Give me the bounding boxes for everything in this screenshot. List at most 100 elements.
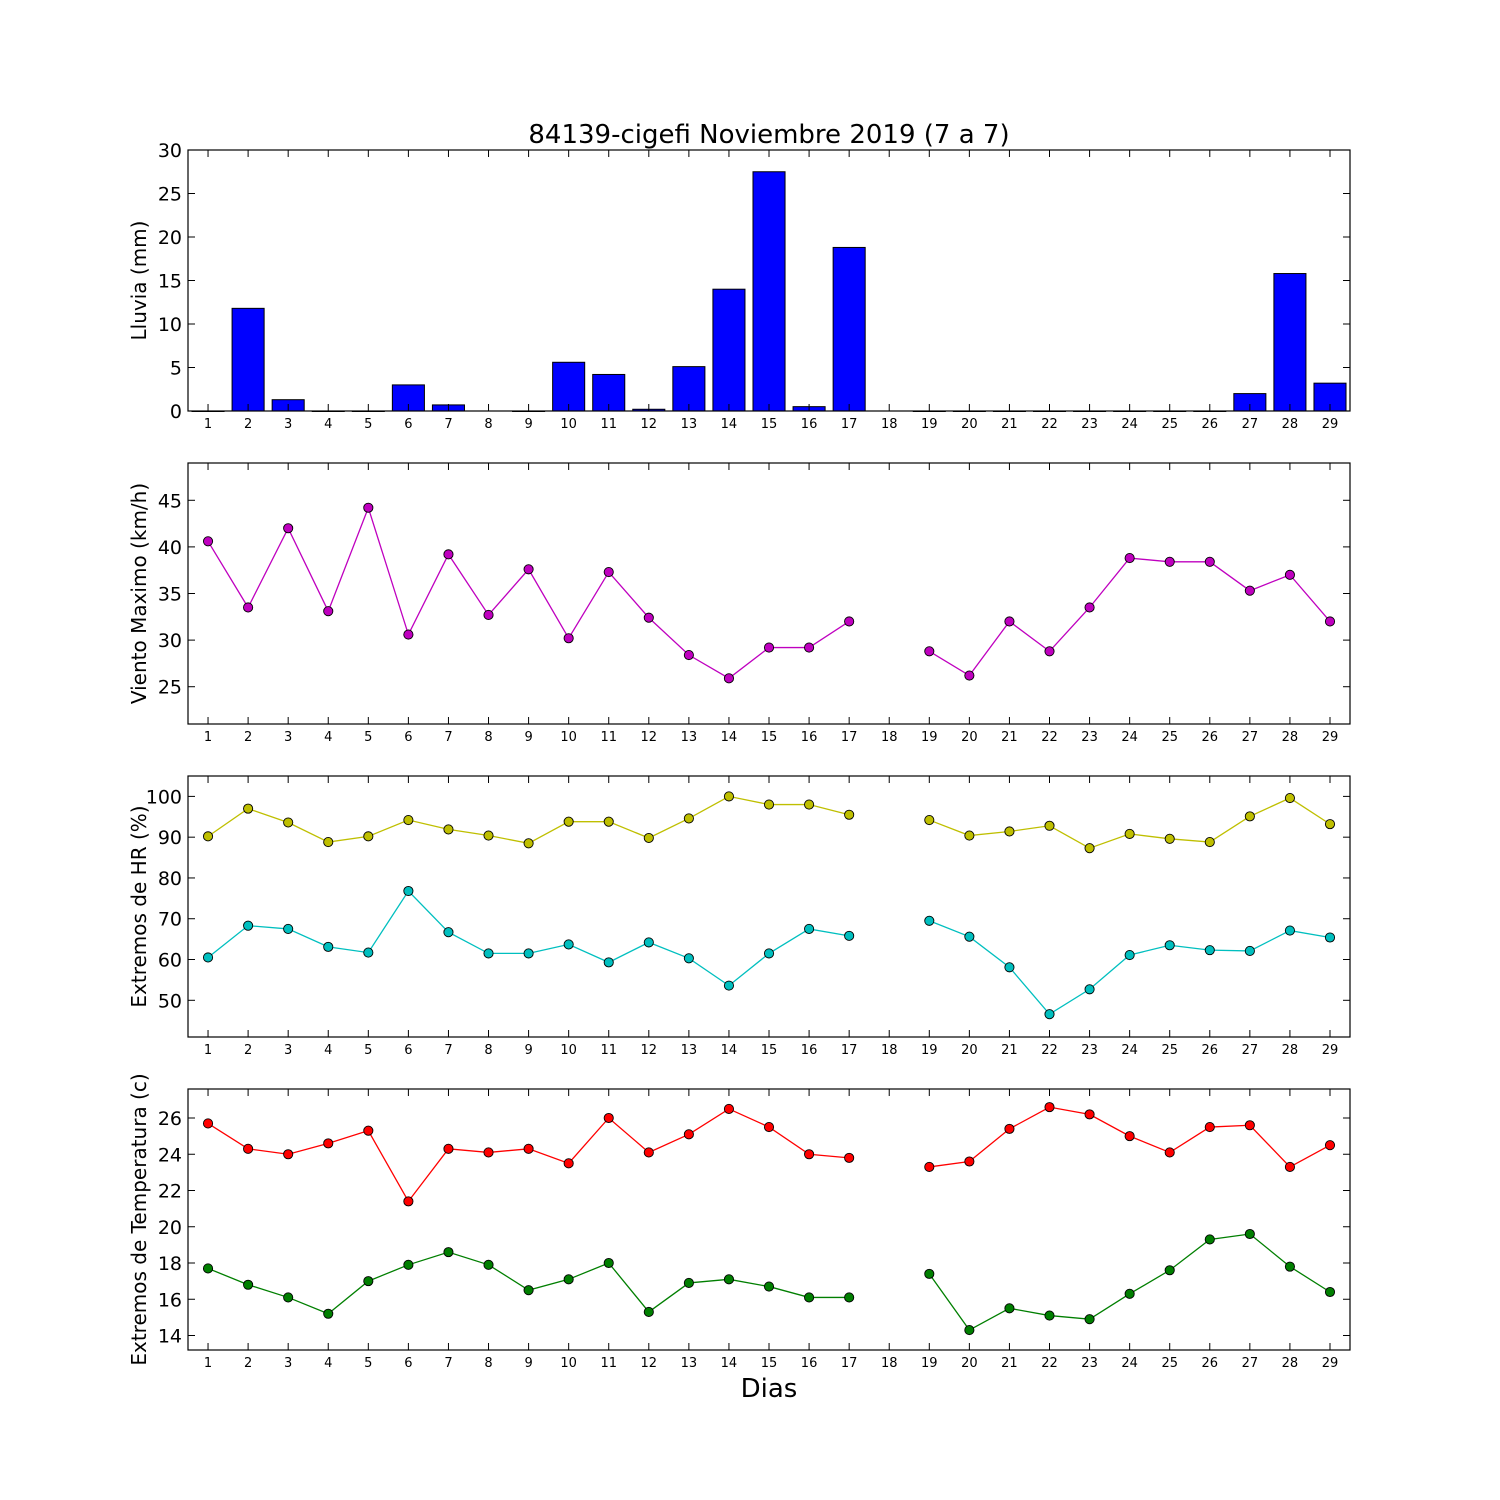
point-humidity-1-day-6: [403, 885, 414, 897]
point-temperature-0-day-13: [683, 1129, 694, 1140]
max-wind-xtick-label: 3: [284, 730, 292, 745]
point-humidity-0-day-7: [443, 824, 454, 835]
rainfall-xtick-label: 14: [721, 417, 738, 432]
temperature-xtick-label: 15: [761, 1356, 778, 1371]
point-temperature-1-day-4: [323, 1308, 334, 1319]
point-temperature-0-day-11: [603, 1112, 614, 1124]
max-wind-xtick-label: 17: [841, 730, 858, 745]
max-wind-xtick-label: 27: [1242, 730, 1259, 745]
temperature-xtick-label: 22: [1041, 1356, 1058, 1371]
temperature-xtick-label: 2: [244, 1356, 252, 1371]
point-temperature-0-day-26: [1204, 1122, 1215, 1133]
point-max-wind-0-day-19: [924, 646, 935, 657]
temperature-xtick-label: 18: [881, 1356, 898, 1371]
point-temperature-0-day-28: [1284, 1161, 1295, 1172]
temperature-xtick-label: 23: [1081, 1356, 1098, 1371]
point-temperature-1-day-27: [1244, 1228, 1255, 1240]
point-max-wind-0-day-1: [202, 536, 214, 547]
temperature-ytick-label: 16: [158, 1289, 182, 1311]
rainfall-xtick-label: 12: [641, 417, 658, 432]
rainfall-xtick-label: 6: [404, 417, 412, 432]
temperature-xtick-label: 7: [444, 1356, 452, 1371]
point-humidity-1-day-15: [763, 948, 775, 959]
rainfall-xtick-label: 27: [1242, 417, 1259, 432]
point-temperature-0-day-7: [443, 1143, 454, 1154]
temperature-y-axis-label: Extremos de Temperatura (c): [127, 1073, 151, 1365]
humidity-xtick-label: 16: [801, 1043, 818, 1058]
point-temperature-0-day-22: [1044, 1102, 1055, 1113]
point-temperature-1-day-23: [1084, 1314, 1095, 1325]
point-humidity-0-day-20: [964, 830, 975, 841]
rainfall-xtick-label: 28: [1282, 417, 1299, 432]
point-max-wind-0-day-29: [1324, 616, 1336, 627]
point-temperature-1-day-28: [1284, 1261, 1295, 1272]
rainfall-xtick-label: 22: [1041, 417, 1058, 432]
bar-day-2: [231, 307, 265, 412]
point-humidity-0-day-22: [1044, 820, 1055, 831]
rainfall-xtick-label: 9: [524, 417, 532, 432]
humidity-xtick-label: 5: [364, 1043, 372, 1058]
humidity-xtick-label: 28: [1282, 1043, 1299, 1058]
point-temperature-1-day-16: [804, 1292, 815, 1303]
humidity-y-axis-label: Extremos de HR (%): [127, 805, 151, 1007]
point-humidity-1-day-16: [804, 923, 815, 934]
point-temperature-1-day-13: [683, 1277, 694, 1288]
point-humidity-0-day-8: [483, 830, 494, 841]
max-wind-xtick-label: 25: [1161, 730, 1178, 745]
temperature-xtick-label: 12: [641, 1356, 658, 1371]
point-temperature-1-day-29: [1324, 1286, 1336, 1298]
max-wind-xtick-label: 13: [681, 730, 698, 745]
rainfall-xtick-label: 11: [600, 417, 617, 432]
rainfall-xtick-label: 20: [961, 417, 978, 432]
point-humidity-0-day-29: [1324, 819, 1336, 830]
rainfall-xtick-label: 13: [681, 417, 698, 432]
temperature-xtick-label: 27: [1242, 1356, 1259, 1371]
temperature-xtick-label: 29: [1322, 1356, 1339, 1371]
point-temperature-0-day-24: [1124, 1131, 1135, 1142]
point-max-wind-0-day-5: [363, 502, 374, 513]
bar-day-14: [712, 288, 746, 412]
rainfall-ytick-label: 5: [170, 358, 182, 380]
point-temperature-0-day-16: [804, 1149, 815, 1160]
point-temperature-1-day-15: [763, 1281, 775, 1292]
point-temperature-0-day-17: [844, 1152, 855, 1163]
temperature-ytick-label: 26: [158, 1108, 182, 1130]
point-max-wind-0-day-10: [563, 633, 574, 644]
humidity-xtick-label: 6: [404, 1043, 412, 1058]
max-wind-xtick-label: 1: [204, 730, 212, 745]
temperature-ytick-label: 22: [158, 1181, 182, 1203]
max-wind-xtick-label: 4: [324, 730, 332, 745]
point-temperature-1-day-19: [924, 1268, 935, 1279]
rainfall-ytick-label: 15: [158, 271, 182, 293]
max-wind-ytick-label: 40: [158, 537, 182, 559]
max-wind-xtick-label: 11: [600, 730, 617, 745]
humidity-xtick-label: 1: [204, 1043, 212, 1058]
rainfall-ytick-label: 25: [158, 184, 182, 206]
point-humidity-1-day-17: [844, 930, 855, 941]
point-max-wind-0-day-22: [1044, 646, 1055, 657]
point-max-wind-0-day-28: [1284, 569, 1295, 580]
point-max-wind-0-day-12: [643, 612, 654, 623]
bar-day-28: [1273, 273, 1307, 412]
point-temperature-0-day-19: [924, 1161, 935, 1172]
humidity-ytick-label: 100: [146, 786, 182, 808]
max-wind-xtick-label: 28: [1282, 730, 1299, 745]
temperature-xtick-label: 5: [364, 1356, 372, 1371]
point-humidity-0-day-2: [243, 803, 254, 814]
point-temperature-0-day-12: [643, 1147, 654, 1158]
humidity-xtick-label: 19: [921, 1043, 938, 1058]
max-wind-xtick-label: 6: [404, 730, 412, 745]
point-temperature-1-day-1: [202, 1263, 214, 1274]
point-max-wind-0-day-26: [1204, 556, 1215, 567]
humidity-xtick-label: 10: [560, 1043, 577, 1058]
point-humidity-1-day-9: [523, 948, 534, 959]
max-wind-xtick-label: 22: [1041, 730, 1058, 745]
humidity-xtick-label: 2: [244, 1043, 252, 1058]
humidity-xtick-label: 13: [681, 1043, 698, 1058]
humidity-xtick-label: 14: [721, 1043, 738, 1058]
temperature-ytick-label: 24: [158, 1144, 182, 1166]
max-wind-xtick-label: 8: [484, 730, 492, 745]
humidity-xtick-label: 18: [881, 1043, 898, 1058]
temperature-xtick-label: 16: [801, 1356, 818, 1371]
rainfall-xtick-label: 17: [841, 417, 858, 432]
